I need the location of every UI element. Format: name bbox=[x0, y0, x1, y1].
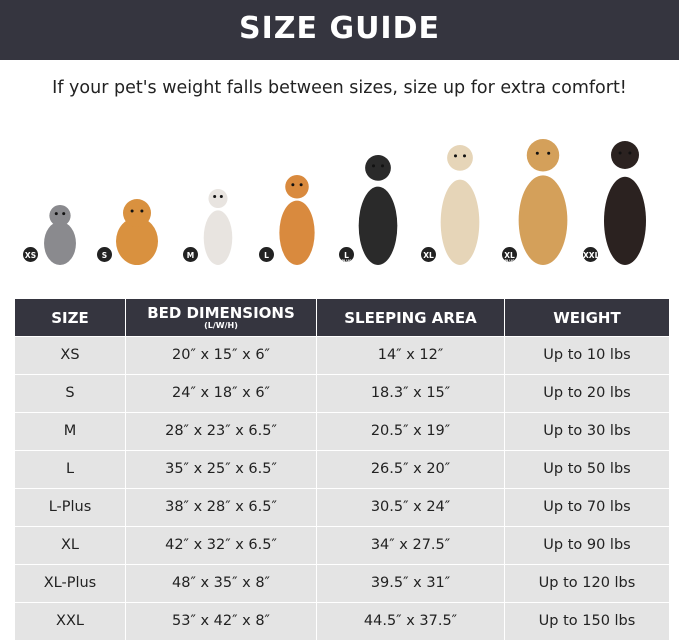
shiba-inu-image bbox=[279, 175, 315, 265]
cell-dimensions: 20″ x 15″ x 6″ bbox=[126, 337, 316, 374]
cell-weight: Up to 20 lbs bbox=[505, 375, 669, 412]
cell-size: XL bbox=[15, 527, 125, 564]
badge-label: XXL bbox=[583, 251, 600, 260]
badge-label: L bbox=[344, 251, 349, 260]
table-row: XL 42″ x 32″ x 6.5″ 34″ x 27.5″ Up to 90 lb… bbox=[15, 527, 669, 565]
cell-sleeping-area: 34″ x 27.5″ bbox=[317, 527, 504, 564]
cell-weight: Up to 150 lbs bbox=[505, 603, 669, 640]
cell-weight: Up to 120 lbs bbox=[505, 565, 669, 602]
header-sleeping-area: SLEEPING AREA bbox=[317, 299, 504, 336]
cell-size: L-Plus bbox=[15, 489, 125, 526]
badge-label: S bbox=[101, 251, 108, 260]
cell-weight: Up to 70 lbs bbox=[505, 489, 669, 526]
size-badge: L bbox=[258, 246, 275, 263]
cell-size: XS bbox=[15, 337, 125, 374]
header-dimensions: BED DIMENSIONS (L/W/H) bbox=[126, 299, 316, 336]
size-badge: XL PLUS bbox=[501, 246, 518, 263]
badge-sub: PLUS bbox=[504, 259, 515, 263]
cell-dimensions: 28″ x 23″ x 6.5″ bbox=[126, 413, 316, 450]
page-title: SIZE GUIDE bbox=[0, 0, 679, 60]
table-row: S 24″ x 18″ x 6″ 18.3″ x 15″ Up to 20 lbs bbox=[15, 375, 669, 413]
header-size: SIZE bbox=[15, 299, 125, 336]
cell-size: XL-Plus bbox=[15, 565, 125, 602]
table-header: SIZE BED DIMENSIONS (L/W/H) SLEEPING AREA… bbox=[15, 299, 669, 337]
table-row: L-Plus 38″ x 28″ x 6.5″ 30.5″ x 24″ Up to 7… bbox=[15, 489, 669, 527]
cell-dimensions: 42″ x 32″ x 6.5″ bbox=[126, 527, 316, 564]
cell-weight: Up to 30 lbs bbox=[505, 413, 669, 450]
doberman-image bbox=[604, 141, 646, 265]
size-badge: XL bbox=[420, 246, 437, 263]
french-bulldog-image bbox=[203, 189, 233, 265]
cell-dimensions: 35″ x 25″ x 6.5″ bbox=[126, 451, 316, 488]
table-row: M 28″ x 23″ x 6.5″ 20.5″ x 19″ Up to 30 lbs bbox=[15, 413, 669, 451]
size-table: SIZE BED DIMENSIONS (L/W/H) SLEEPING AREA… bbox=[15, 299, 669, 641]
cell-dimensions: 24″ x 18″ x 6″ bbox=[126, 375, 316, 412]
cell-sleeping-area: 26.5″ x 20″ bbox=[317, 451, 504, 488]
cell-weight: Up to 10 lbs bbox=[505, 337, 669, 374]
cell-sleeping-area: 14″ x 12″ bbox=[317, 337, 504, 374]
cell-dimensions: 48″ x 35″ x 8″ bbox=[126, 565, 316, 602]
cell-size: S bbox=[15, 375, 125, 412]
cell-size: XXL bbox=[15, 603, 125, 640]
size-badge: L PLUS bbox=[338, 246, 355, 263]
cell-sleeping-area: 44.5″ x 37.5″ bbox=[317, 603, 504, 640]
cat-image bbox=[44, 205, 76, 265]
cell-weight: Up to 50 lbs bbox=[505, 451, 669, 488]
cell-weight: Up to 90 lbs bbox=[505, 527, 669, 564]
subtitle: If your pet's weight falls between sizes… bbox=[52, 78, 627, 98]
cell-sleeping-area: 39.5″ x 31″ bbox=[317, 565, 504, 602]
badge-label: L bbox=[264, 251, 269, 260]
badge-label: XL bbox=[423, 251, 434, 260]
badge-sub: PLUS bbox=[341, 259, 352, 263]
header-dimensions-sub: (L/W/H) bbox=[204, 321, 238, 330]
size-badge: XS bbox=[22, 246, 39, 263]
labrador-image bbox=[440, 145, 480, 265]
table-row: L 35″ x 25″ x 6.5″ 26.5″ x 20″ Up to 50 lbs bbox=[15, 451, 669, 489]
size-badge: M bbox=[182, 246, 199, 263]
header-dimensions-label: BED DIMENSIONS bbox=[147, 304, 295, 322]
border-collie-image bbox=[358, 155, 398, 265]
table-row: XS 20″ x 15″ x 6″ 14″ x 12″ Up to 10 lbs bbox=[15, 337, 669, 375]
size-badge: XXL bbox=[582, 246, 599, 263]
table-row: XL-Plus 48″ x 35″ x 8″ 39.5″ x 31″ Up to 12… bbox=[15, 565, 669, 603]
cell-dimensions: 38″ x 28″ x 6.5″ bbox=[126, 489, 316, 526]
cell-sleeping-area: 20.5″ x 19″ bbox=[317, 413, 504, 450]
cell-size: L bbox=[15, 451, 125, 488]
cell-dimensions: 53″ x 42″ x 8″ bbox=[126, 603, 316, 640]
badge-label: XL bbox=[504, 251, 515, 260]
cell-sleeping-area: 30.5″ x 24″ bbox=[317, 489, 504, 526]
cell-size: M bbox=[15, 413, 125, 450]
table-row: XXL 53″ x 42″ x 8″ 44.5″ x 37.5″ Up to 150 … bbox=[15, 603, 669, 641]
badge-label: XS bbox=[24, 251, 37, 260]
pomeranian-image bbox=[116, 199, 158, 265]
size-badge: S bbox=[96, 246, 113, 263]
badge-label: M bbox=[186, 251, 195, 260]
header-weight: WEIGHT bbox=[505, 299, 669, 336]
golden-retriever-image bbox=[518, 139, 568, 265]
cell-sleeping-area: 18.3″ x 15″ bbox=[317, 375, 504, 412]
